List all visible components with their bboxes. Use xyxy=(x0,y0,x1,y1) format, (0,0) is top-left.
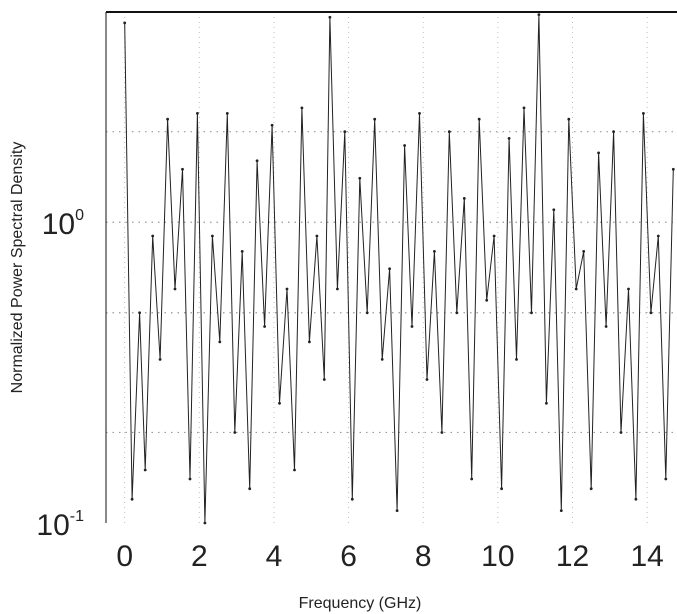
x-tick-label: 2 xyxy=(191,540,208,573)
data-point xyxy=(589,487,593,491)
data-point xyxy=(440,431,444,434)
data-point xyxy=(151,234,155,238)
data-point xyxy=(656,234,660,238)
x-axis-label: Frequency (GHz) xyxy=(299,595,422,612)
data-point xyxy=(181,167,184,171)
data-point xyxy=(380,358,384,361)
data-point xyxy=(270,123,274,127)
data-point xyxy=(143,468,147,472)
data-point xyxy=(158,358,162,361)
y-tick-exponent: -1 xyxy=(70,508,84,525)
data-point xyxy=(485,298,489,302)
x-tick-label: 0 xyxy=(116,540,133,573)
data-point xyxy=(240,250,244,253)
data-point xyxy=(130,497,134,501)
data-point xyxy=(395,509,399,512)
data-point xyxy=(492,234,496,238)
data-point xyxy=(619,431,623,434)
data-point xyxy=(552,208,556,212)
data-point xyxy=(322,378,326,381)
y-tick-base: 10 xyxy=(42,208,75,241)
data-point xyxy=(604,325,608,328)
data-point xyxy=(293,468,296,472)
data-point xyxy=(166,117,170,121)
data-point xyxy=(477,117,481,121)
data-point xyxy=(627,287,630,291)
data-point xyxy=(545,401,548,405)
data-point xyxy=(218,340,222,344)
data-point xyxy=(425,378,429,381)
series-layer xyxy=(123,13,675,525)
data-point xyxy=(328,15,332,19)
data-point xyxy=(225,112,229,115)
data-point xyxy=(373,117,377,121)
x-tick-label: 14 xyxy=(630,540,663,573)
grid-lines xyxy=(106,12,677,523)
plot-frame xyxy=(105,11,677,523)
data-point xyxy=(597,151,600,155)
data-point xyxy=(515,358,518,361)
data-point xyxy=(642,112,645,115)
data-point xyxy=(196,112,199,115)
data-point xyxy=(507,137,511,140)
data-point xyxy=(522,106,526,110)
data-point xyxy=(173,287,177,291)
data-point xyxy=(350,497,354,501)
data-point xyxy=(336,287,339,291)
y-tick-label: 100 xyxy=(42,207,84,241)
data-point xyxy=(574,287,578,291)
data-point xyxy=(233,431,237,434)
y-tick-label: 10-1 xyxy=(36,508,84,542)
data-point xyxy=(649,311,653,315)
data-point xyxy=(418,112,421,115)
data-point xyxy=(188,477,192,481)
data-point xyxy=(278,401,281,405)
data-point xyxy=(138,311,142,315)
data-point xyxy=(433,250,436,253)
y-axis-label: Normalized Power Spectral Density xyxy=(9,142,26,394)
y-tick-base: 10 xyxy=(36,509,69,542)
data-point xyxy=(559,509,563,512)
data-point xyxy=(537,13,541,16)
data-point xyxy=(567,117,571,121)
x-tick-label: 6 xyxy=(340,540,357,573)
x-tick-label: 4 xyxy=(266,540,283,573)
data-point xyxy=(123,21,127,25)
data-point xyxy=(248,487,252,491)
data-point xyxy=(308,340,311,344)
data-point xyxy=(285,287,289,291)
x-axis-ticks: 0 2 4 6 8 10 12 14 xyxy=(116,540,664,573)
x-tick-label: 12 xyxy=(556,540,589,573)
data-point xyxy=(455,311,459,315)
y-tick-exponent: 0 xyxy=(75,207,84,224)
x-tick-label: 8 xyxy=(415,540,432,573)
data-point xyxy=(410,325,414,328)
data-point xyxy=(612,130,615,134)
data-point xyxy=(634,497,638,501)
data-point xyxy=(358,176,362,180)
data-point xyxy=(664,477,668,481)
data-point xyxy=(530,311,533,315)
x-tick-label: 10 xyxy=(481,540,514,573)
data-point xyxy=(582,250,586,253)
data-point xyxy=(462,197,466,200)
data-point xyxy=(263,325,266,328)
data-point xyxy=(671,167,675,171)
data-point xyxy=(300,106,304,110)
data-point xyxy=(211,234,214,238)
data-point xyxy=(500,487,503,491)
data-point xyxy=(315,234,319,238)
data-point xyxy=(343,130,347,134)
data-point xyxy=(470,477,474,481)
data-point xyxy=(403,144,406,147)
data-point xyxy=(203,521,207,525)
data-point xyxy=(447,130,451,134)
data-point xyxy=(255,159,259,163)
data-point xyxy=(365,311,369,315)
data-point xyxy=(388,267,391,271)
